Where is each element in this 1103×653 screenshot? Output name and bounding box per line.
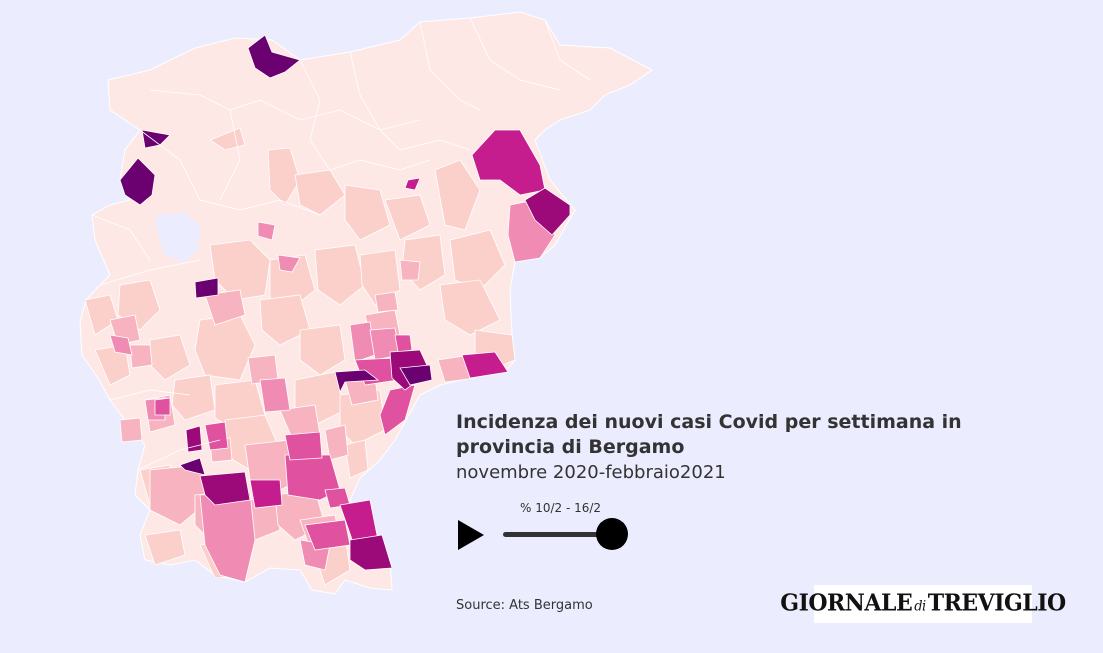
municipality-regions — [84, 34, 571, 586]
giornale-di-treviglio-logo: GIORNALE di TREVIGLIO — [780, 585, 1066, 623]
municipality-region[interactable] — [294, 169, 346, 216]
municipality-region[interactable] — [204, 289, 246, 326]
slider-week-label: % 10/2 - 16/2 — [520, 501, 602, 515]
municipality-borders — [91, 17, 591, 471]
municipality-region[interactable] — [349, 534, 393, 571]
municipality-region[interactable] — [259, 377, 291, 413]
municipality-region[interactable] — [399, 259, 421, 281]
chart-subtitle: novembre 2020-febbraio2021 — [456, 462, 726, 483]
municipality-region[interactable] — [199, 491, 256, 583]
municipality-region[interactable] — [384, 194, 431, 241]
municipality-border-line — [349, 51, 401, 151]
municipality-region[interactable] — [394, 334, 413, 353]
municipality-region[interactable] — [194, 277, 219, 299]
municipality-border-line — [469, 17, 561, 91]
municipality-region[interactable] — [144, 529, 186, 566]
municipality-region[interactable] — [257, 221, 276, 241]
municipality-region[interactable] — [404, 177, 421, 191]
municipality-region[interactable] — [267, 147, 301, 206]
municipality-region[interactable] — [449, 229, 506, 291]
logo-part-2: di — [914, 598, 926, 615]
municipality-border-line — [149, 89, 261, 111]
municipality-region[interactable] — [119, 417, 143, 443]
time-slider-track[interactable] — [503, 532, 613, 537]
municipality-border-line — [109, 389, 191, 401]
municipality-border-line — [99, 259, 201, 286]
time-slider-handle[interactable] — [596, 518, 628, 550]
municipality-region[interactable] — [109, 334, 133, 356]
municipality-region[interactable] — [249, 479, 283, 509]
municipality-region[interactable] — [434, 159, 481, 231]
municipality-region[interactable] — [344, 439, 369, 479]
municipality-border-line — [139, 129, 201, 201]
municipality-region[interactable] — [374, 291, 399, 313]
municipality-region[interactable] — [334, 369, 380, 394]
municipality-region[interactable] — [344, 184, 391, 241]
municipality-region[interactable] — [324, 424, 349, 461]
municipality-region[interactable] — [204, 421, 229, 451]
municipality-region[interactable] — [259, 294, 311, 346]
municipality-region[interactable] — [439, 279, 501, 336]
municipality-region[interactable] — [247, 34, 301, 79]
municipality-border-line — [259, 99, 421, 131]
chart-title: Incidenza dei nuovi casi Covid per setti… — [456, 411, 962, 458]
municipality-border-line — [137, 439, 221, 471]
municipality-region[interactable] — [129, 344, 153, 369]
municipality-region[interactable] — [119, 157, 156, 206]
municipality-border-line — [219, 109, 241, 201]
municipality-region[interactable] — [314, 244, 366, 306]
municipality-border-line — [91, 214, 151, 261]
municipality-region[interactable] — [284, 431, 323, 461]
municipality-border-line — [199, 199, 321, 216]
municipality-border-line — [544, 19, 591, 81]
municipality-region[interactable] — [199, 471, 251, 506]
municipality-border-line — [399, 139, 471, 151]
municipality-border-line — [419, 21, 481, 111]
municipality-region[interactable] — [524, 187, 571, 236]
play-icon — [458, 520, 484, 550]
play-button[interactable] — [456, 518, 486, 552]
municipality-region[interactable] — [277, 254, 301, 273]
municipality-region[interactable] — [154, 397, 171, 416]
municipality-region[interactable] — [171, 374, 216, 421]
municipality-region[interactable] — [399, 364, 433, 386]
logo-part-1: GIORNALE — [780, 589, 913, 617]
municipality-region[interactable] — [209, 127, 246, 151]
municipality-region[interactable] — [179, 457, 206, 476]
logo-part-3: TREVIGLIO — [927, 589, 1067, 617]
municipality-border-line — [329, 159, 431, 171]
source-note: Source: Ats Bergamo — [456, 598, 593, 613]
municipality-region[interactable] — [299, 324, 346, 376]
municipality-region[interactable] — [461, 351, 509, 379]
municipality-border-line — [299, 59, 331, 171]
